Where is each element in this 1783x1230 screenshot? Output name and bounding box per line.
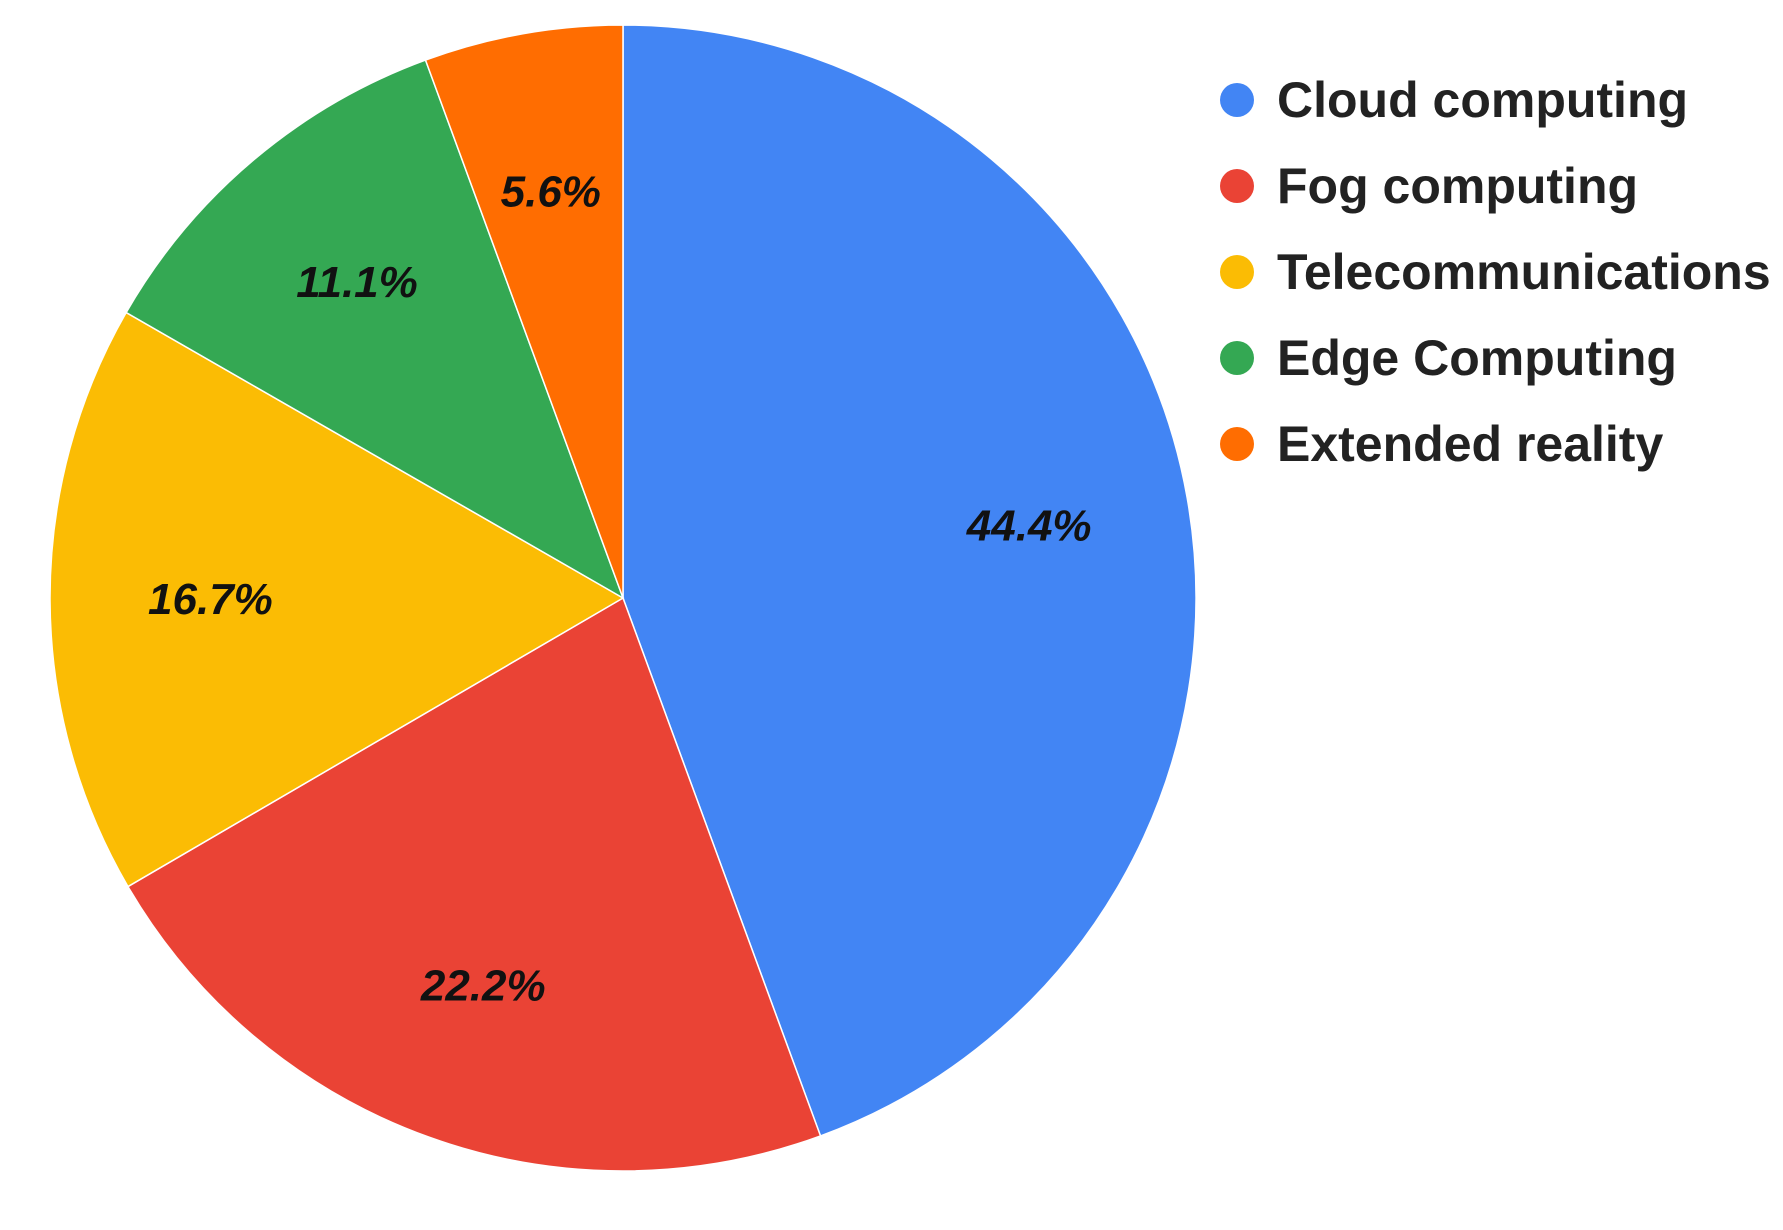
slice-label-fog-computing: 22.2%	[420, 962, 546, 1011]
slice-label-extended-reality: 5.6%	[501, 167, 601, 216]
legend-label: Fog computing	[1277, 158, 1638, 214]
legend-label: Telecommunications	[1277, 244, 1771, 300]
legend-item-fog-computing: Fog computing	[1220, 158, 1638, 214]
legend-item-telecommunications: Telecommunications	[1220, 244, 1771, 300]
legend-label: Extended reality	[1277, 416, 1663, 472]
legend-item-cloud-computing: Cloud computing	[1220, 72, 1688, 128]
legend-swatch	[1220, 83, 1254, 117]
pie-slice-cloud-computing	[622, 24, 1197, 1137]
legend-swatch	[1220, 427, 1254, 461]
legend-label: Edge Computing	[1277, 330, 1677, 386]
legend-label: Cloud computing	[1277, 72, 1688, 128]
slice-label-cloud-computing: 44.4%	[966, 501, 1092, 550]
pie-slice-extended-reality	[424, 24, 624, 599]
slice-label-edge-computing: 11.1%	[296, 258, 418, 307]
pie-slice-telecommunications	[49, 311, 625, 888]
legend-item-edge-computing: Edge Computing	[1220, 330, 1677, 386]
legend-item-extended-reality: Extended reality	[1220, 416, 1663, 472]
legend-swatch	[1220, 341, 1254, 375]
pie-slice-fog-computing	[126, 596, 822, 1172]
legend: Cloud computing Fog computing Telecommunic…	[1220, 72, 1771, 472]
pie-slices	[49, 24, 1197, 1172]
slice-label-telecommunications: 16.7%	[148, 575, 273, 624]
legend-swatch	[1220, 169, 1254, 203]
legend-swatch	[1220, 255, 1254, 289]
pie-slice-labels: 44.4% 22.2% 16.7% 11.1% 5.6%	[148, 167, 1092, 1010]
pie-slice-edge-computing	[125, 59, 625, 600]
